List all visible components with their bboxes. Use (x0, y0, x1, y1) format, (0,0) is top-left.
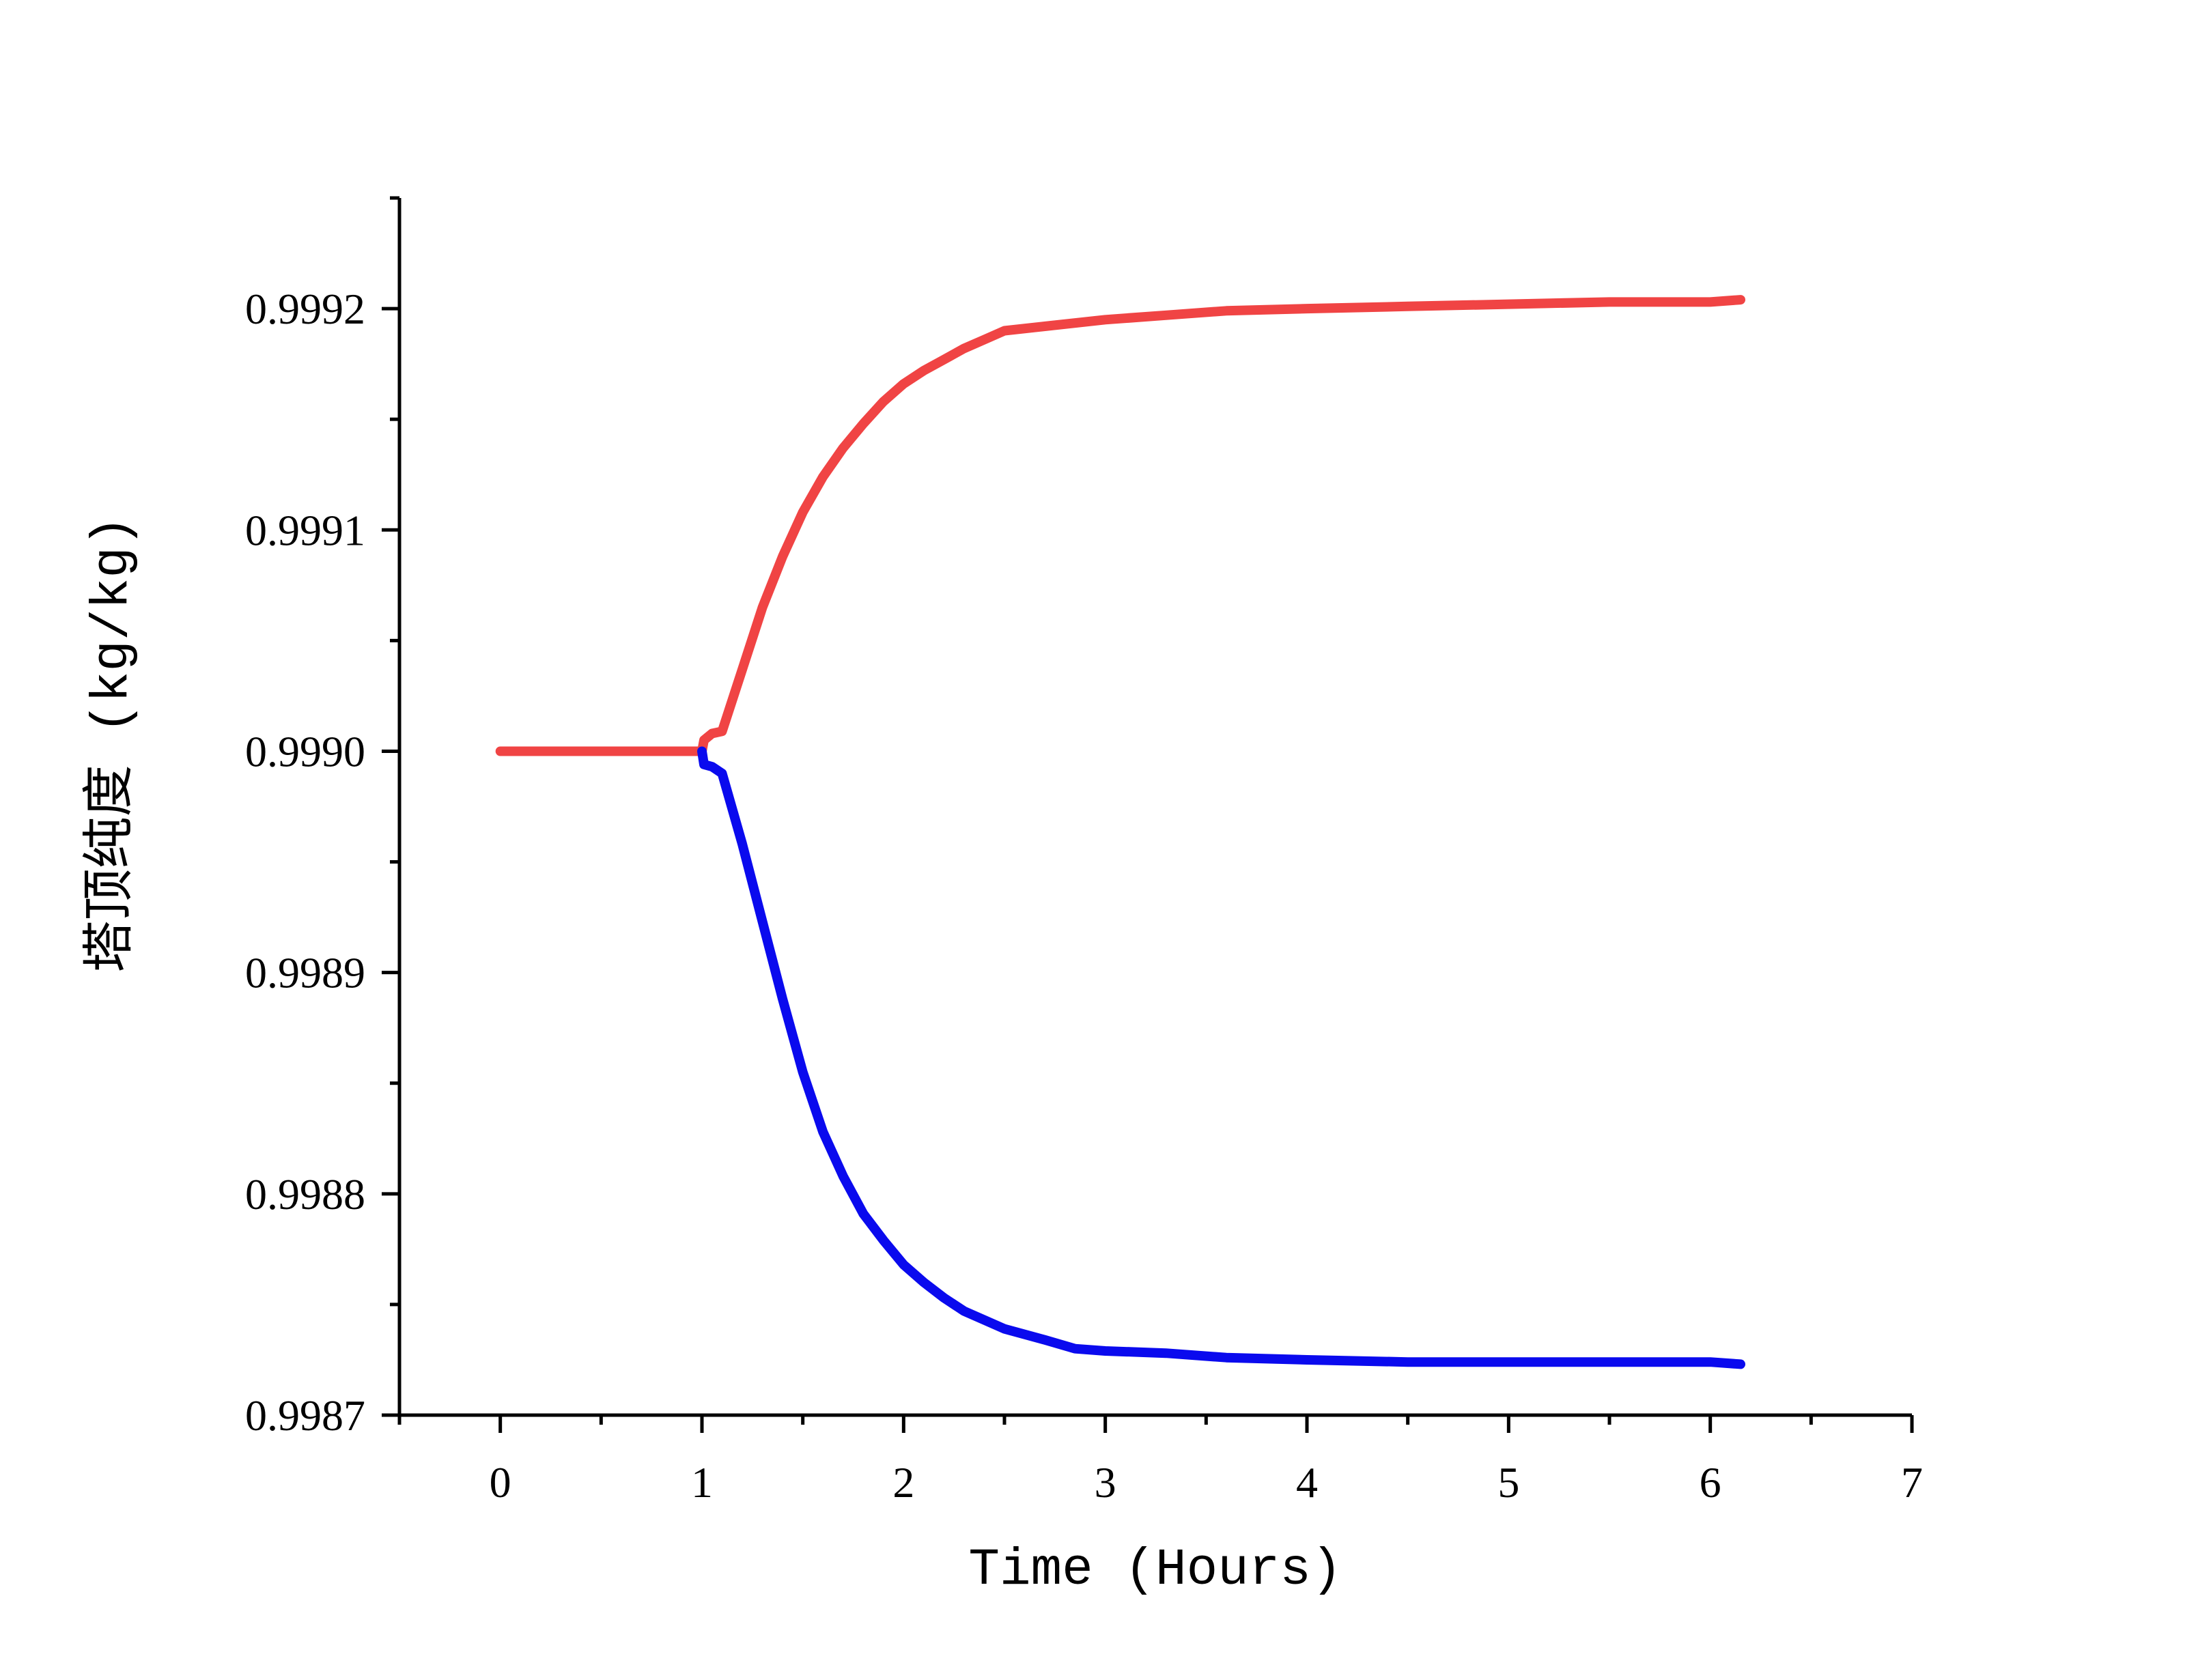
x-tick-label: 2 (892, 1458, 914, 1507)
y-tick-label: 0.9992 (245, 285, 365, 333)
ticks-layer: 0 1 2 3 4 5 6 7 0.9987 0.9988 0.9989 0.9990 0.9991 0.… (245, 196, 1923, 1507)
x-tick-label: 0 (490, 1458, 511, 1507)
x-tick-label: 3 (1095, 1458, 1116, 1507)
series-line-1 (495, 295, 1745, 756)
x-tick-label: 7 (1901, 1458, 1923, 1507)
x-tick-label: 1 (691, 1458, 713, 1507)
x-tick-label: 5 (1497, 1458, 1519, 1507)
series-line-2 (697, 746, 1745, 1369)
y-tick-label: 0.9991 (245, 506, 365, 554)
y-tick-label: 0.9990 (245, 727, 365, 775)
y-tick-label: 0.9987 (245, 1391, 365, 1440)
x-axis-title: Time (Hours) (968, 1541, 1342, 1599)
series-layer (495, 295, 1745, 1369)
axes-layer (397, 198, 1912, 1417)
y-axis-title: 塔顶纯度 (kg/kg) (82, 516, 142, 973)
y-tick-label: 0.9989 (245, 949, 365, 997)
x-tick-label: 4 (1296, 1458, 1318, 1507)
y-tick-label: 0.9988 (245, 1170, 365, 1219)
x-tick-label: 6 (1700, 1458, 1721, 1507)
